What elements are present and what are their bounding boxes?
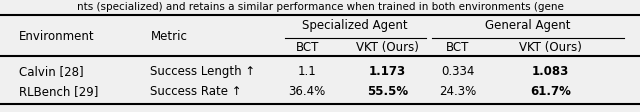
Text: Success Rate ↑: Success Rate ↑ <box>150 85 242 98</box>
Text: BCT: BCT <box>296 41 319 54</box>
Text: VKT (Ours): VKT (Ours) <box>356 41 419 54</box>
Text: 0.334: 0.334 <box>441 65 474 78</box>
Text: Specialized Agent: Specialized Agent <box>302 19 408 32</box>
Text: nts (specialized) and retains a similar performance when trained in both environ: nts (specialized) and retains a similar … <box>77 2 563 12</box>
Text: General Agent: General Agent <box>485 19 571 32</box>
Text: VKT (Ours): VKT (Ours) <box>519 41 582 54</box>
Text: RLBench [29]: RLBench [29] <box>19 85 99 98</box>
Text: Success Length ↑: Success Length ↑ <box>150 65 255 78</box>
Text: Calvin [28]: Calvin [28] <box>19 65 84 78</box>
Text: 61.7%: 61.7% <box>530 85 571 98</box>
Text: 55.5%: 55.5% <box>367 85 408 98</box>
Text: 1.1: 1.1 <box>298 65 317 78</box>
Text: Metric: Metric <box>150 30 188 43</box>
Text: 1.173: 1.173 <box>369 65 406 78</box>
Text: 1.083: 1.083 <box>532 65 569 78</box>
Text: BCT: BCT <box>446 41 469 54</box>
Text: 36.4%: 36.4% <box>289 85 326 98</box>
Text: 24.3%: 24.3% <box>439 85 476 98</box>
Text: Environment: Environment <box>19 30 95 43</box>
